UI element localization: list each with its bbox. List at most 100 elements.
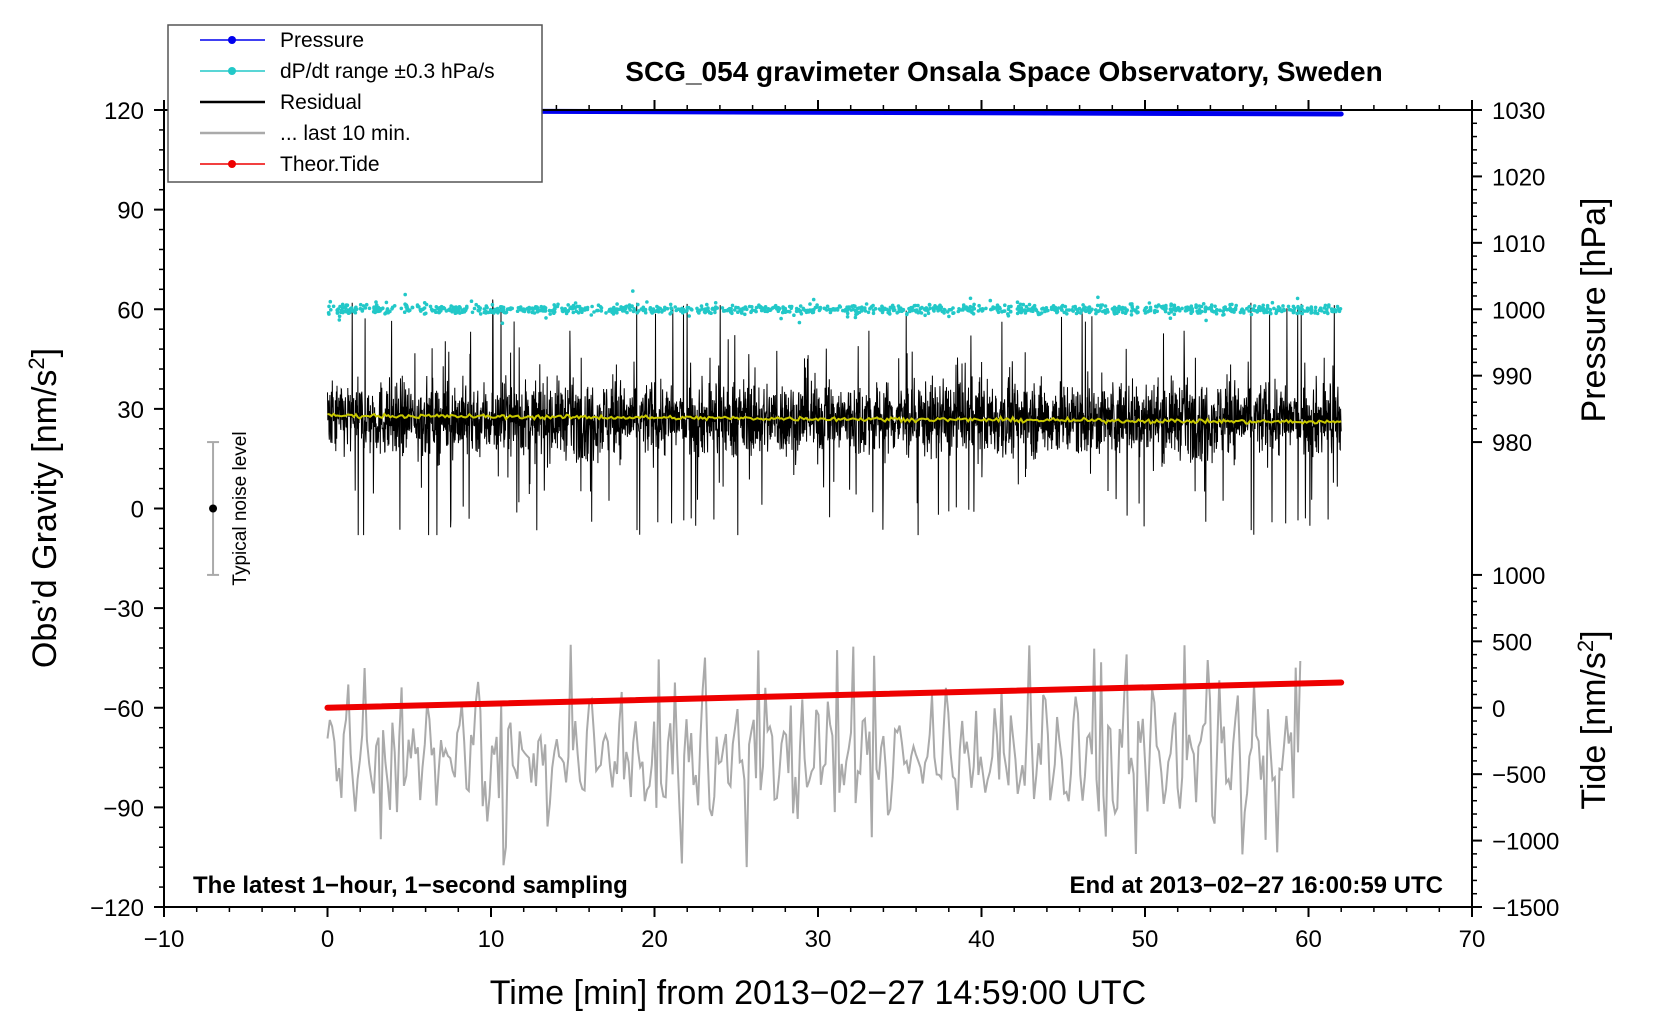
dpdt-point	[636, 302, 640, 307]
dpdt-point	[868, 306, 872, 311]
dpdt-point	[508, 307, 513, 312]
dpdt-point	[972, 302, 976, 307]
dpdt-point	[1116, 309, 1121, 314]
dpdt-point	[775, 307, 779, 311]
dpdt-point	[697, 311, 701, 315]
dpdt-point	[641, 305, 646, 310]
legend-label: ... last 10 min.	[280, 122, 411, 145]
x-tick-label: 10	[478, 926, 505, 953]
dpdt-point	[710, 307, 715, 311]
dpdt-point	[912, 303, 917, 308]
dpdt-point	[1049, 305, 1054, 310]
dpdt-point	[779, 316, 783, 321]
dpdt-point	[441, 305, 446, 310]
dpdt-point	[1177, 308, 1182, 312]
dpdt-point	[1184, 305, 1188, 310]
dpdt-point	[448, 307, 452, 311]
dpdt-point	[337, 318, 342, 322]
dpdt-point	[428, 304, 433, 309]
dpdt-point	[843, 307, 848, 312]
dpdt-point	[1300, 311, 1304, 316]
dpdt-point	[947, 314, 951, 319]
dpdt-point	[336, 307, 341, 311]
dpdt-point	[1291, 304, 1296, 309]
dpdt-point	[1274, 310, 1279, 314]
dpdt-point	[1078, 311, 1083, 315]
dpdt-point	[1258, 308, 1262, 313]
dpdt-point	[1009, 304, 1013, 309]
dpdt-point	[1112, 305, 1117, 310]
dpdt-point	[619, 307, 623, 312]
dpdt-point	[1168, 316, 1173, 321]
dpdt-point	[976, 309, 981, 313]
dpdt-point	[1036, 310, 1040, 315]
dpdt-point	[454, 305, 458, 309]
dpdt-point	[845, 311, 850, 316]
dpdt-point	[327, 304, 331, 309]
dpdt-point	[720, 306, 725, 310]
dpdt-point	[1163, 309, 1168, 314]
dpdt-point	[1167, 311, 1171, 316]
dpdt-point	[860, 308, 864, 313]
dpdt-point	[1249, 312, 1254, 317]
dpdt-point	[989, 307, 993, 312]
dpdt-point	[713, 301, 718, 305]
y-axis-left: 120 90 60 30 0 −30 −60 −90 −120	[90, 98, 164, 922]
dpdt-point	[706, 306, 710, 310]
dpdt-point	[685, 305, 690, 310]
dpdt-point	[723, 308, 727, 313]
dpdt-point	[484, 311, 488, 315]
dpdt-point	[571, 310, 576, 315]
dpdt-point	[1289, 308, 1294, 312]
dpdt-point	[1120, 310, 1125, 315]
dpdt-point	[883, 307, 887, 312]
dpdt-point	[699, 304, 704, 308]
dpdt-point	[890, 306, 894, 310]
dpdt-point	[849, 308, 853, 312]
dpdt-point	[488, 309, 493, 313]
dpdt-point	[583, 306, 588, 310]
dpdt-point	[415, 304, 420, 309]
dpdt-point	[402, 310, 407, 315]
dpdt-point	[537, 308, 542, 313]
y-left-tick-label: 120	[104, 98, 144, 125]
dpdt-point	[354, 305, 358, 310]
dpdt-point	[1329, 307, 1334, 311]
dpdt-point	[730, 303, 735, 308]
dpdt-point	[469, 299, 474, 304]
dpdt-point	[1222, 312, 1226, 317]
dpdt-point	[335, 310, 340, 315]
dpdt-point	[453, 311, 458, 316]
dpdt-point	[855, 310, 859, 314]
dpdt-point	[905, 311, 909, 316]
dpdt-point	[410, 305, 415, 310]
dpdt-point	[1313, 305, 1318, 310]
dpdt-point	[871, 311, 876, 316]
dpdt-point	[949, 307, 953, 312]
series-dpdt	[326, 289, 1343, 326]
dpdt-point	[1204, 318, 1208, 323]
dpdt-point	[1327, 303, 1331, 307]
dpdt-point	[1295, 296, 1300, 301]
annotation-latest-hour: The latest 1−hour, 1−second sampling	[193, 872, 628, 899]
dpdt-point	[1172, 303, 1177, 308]
dpdt-point	[1300, 304, 1304, 309]
x-tick-label: 20	[641, 926, 668, 953]
dpdt-point	[505, 307, 510, 312]
dpdt-point	[500, 321, 505, 326]
dpdt-point	[850, 304, 854, 309]
dpdt-point	[1305, 306, 1310, 311]
dpdt-point	[1281, 304, 1285, 308]
dpdt-point	[871, 308, 876, 313]
dpdt-point	[424, 302, 429, 307]
dpdt-point	[866, 310, 871, 315]
dpdt-point	[926, 311, 931, 316]
dpdt-point	[895, 311, 899, 315]
dpdt-point	[1201, 302, 1206, 306]
dpdt-point	[576, 311, 581, 315]
dpdt-point	[956, 309, 961, 314]
dpdt-point	[390, 305, 395, 310]
dpdt-point	[384, 300, 389, 305]
dpdt-point	[1171, 307, 1176, 311]
dpdt-point	[1261, 303, 1265, 308]
